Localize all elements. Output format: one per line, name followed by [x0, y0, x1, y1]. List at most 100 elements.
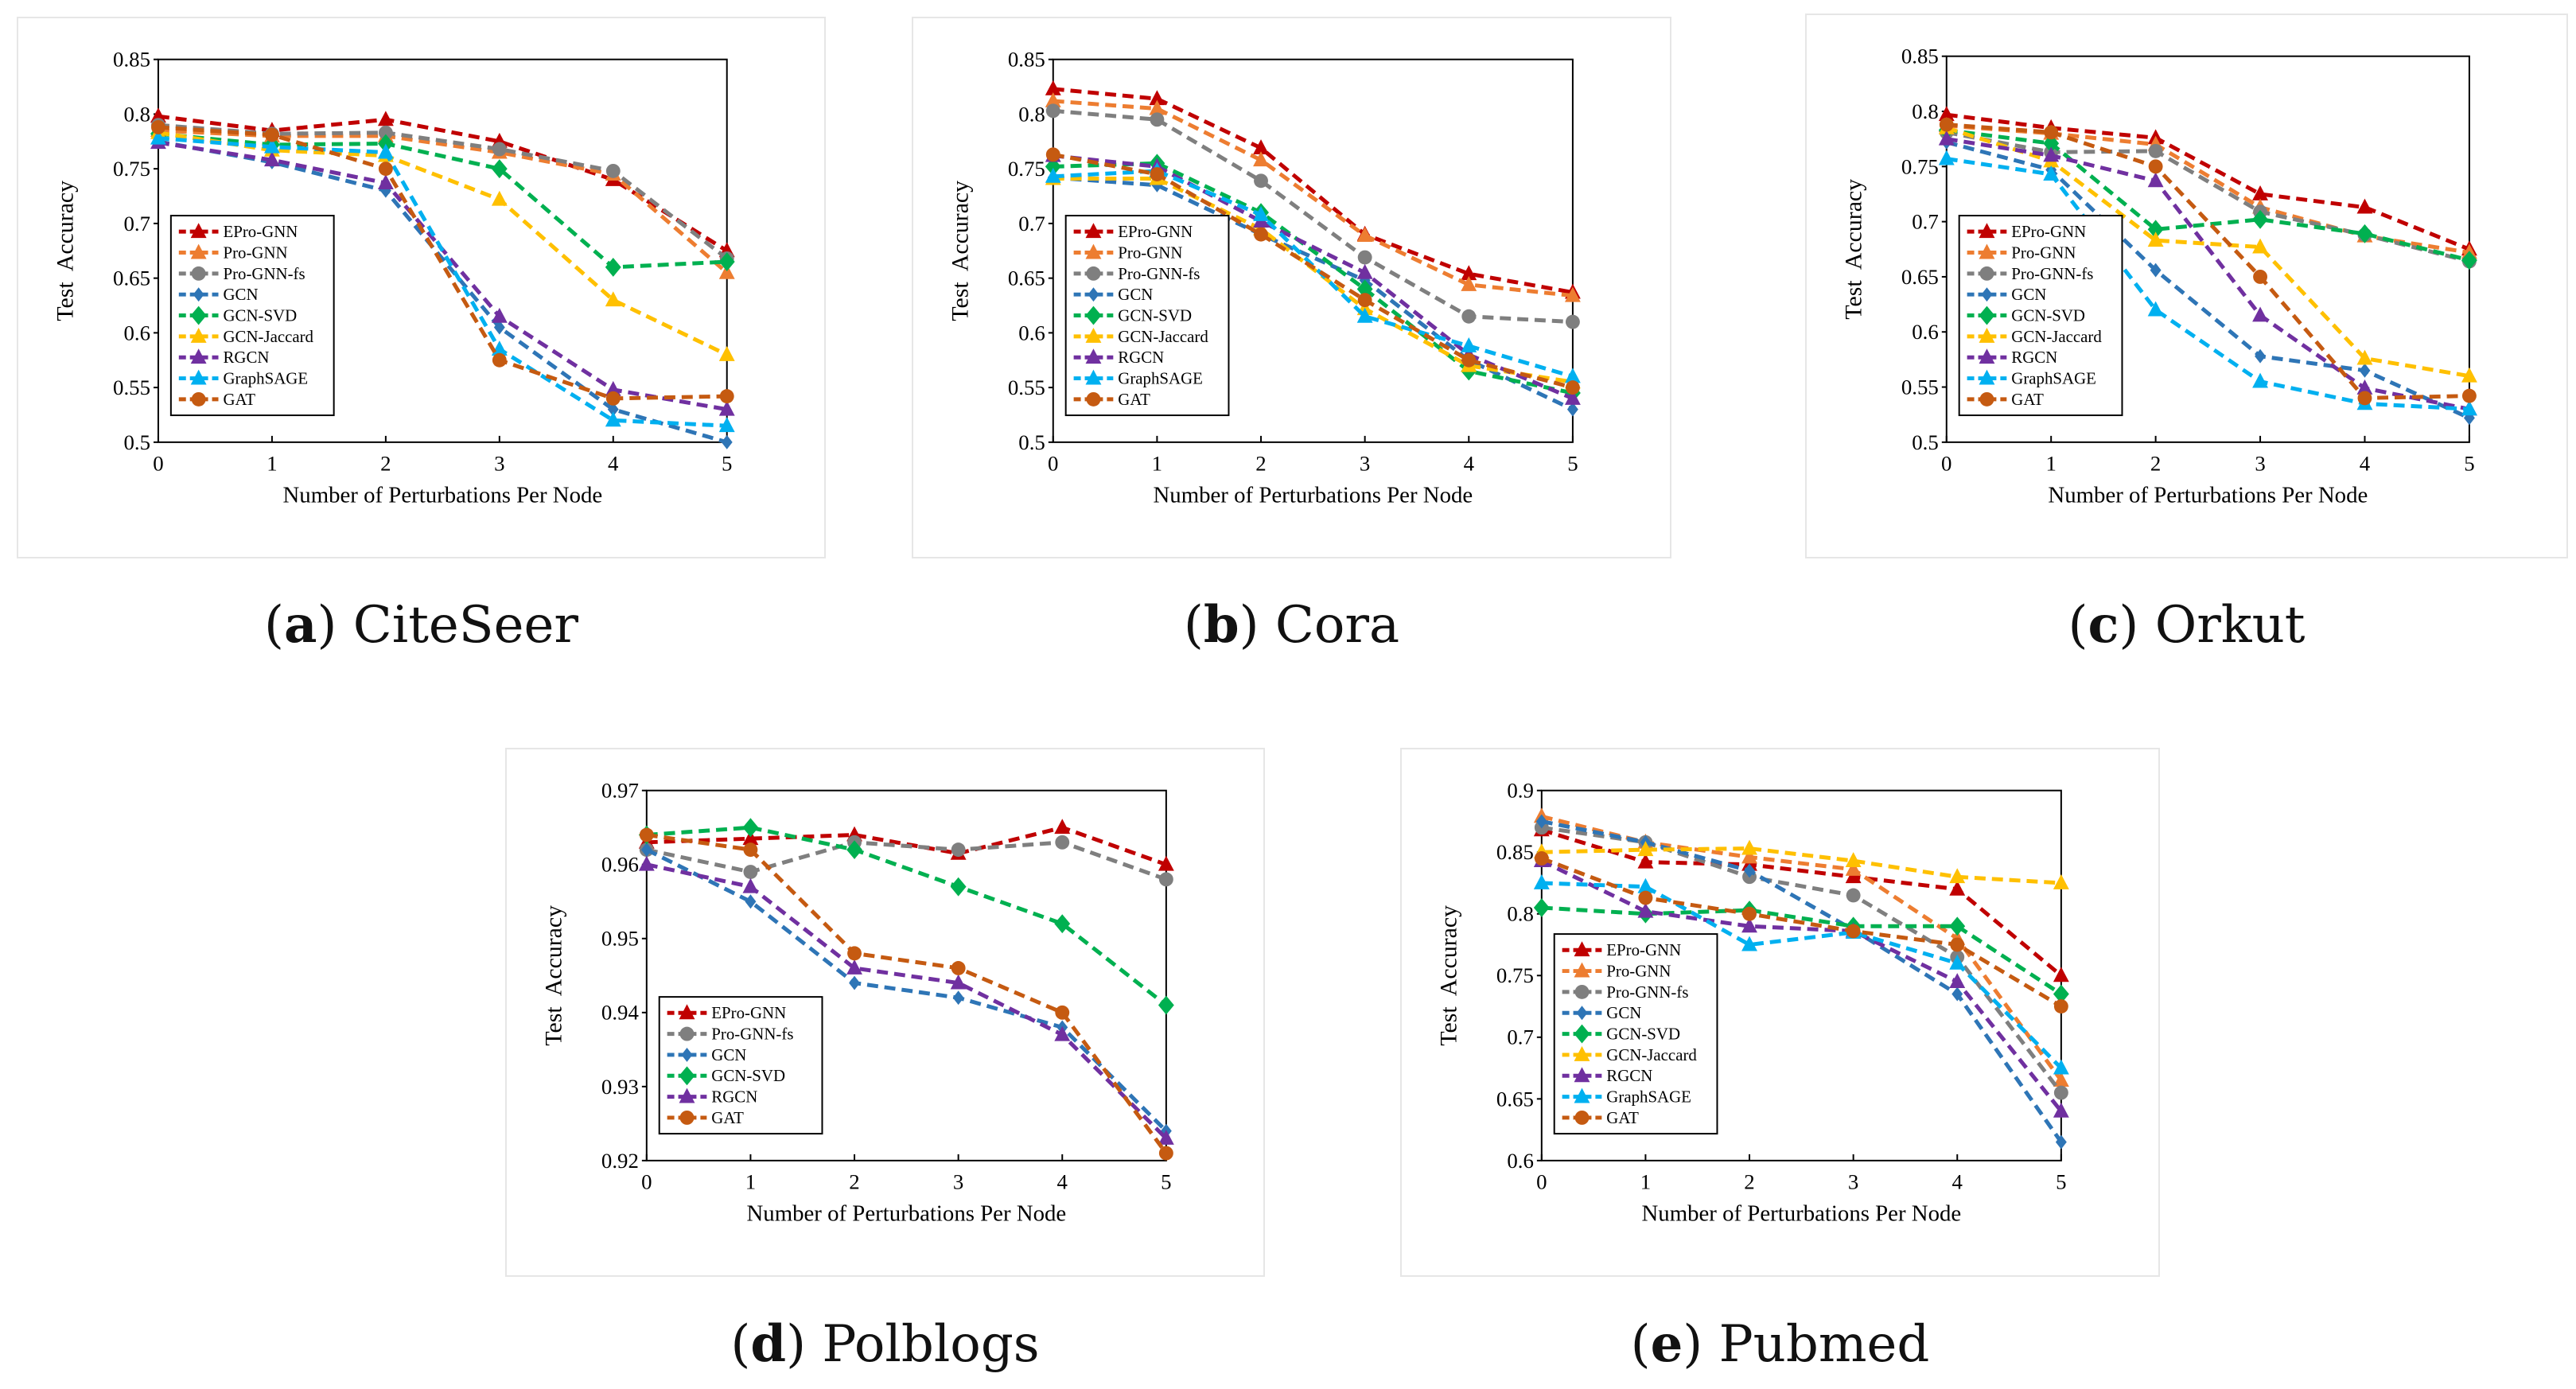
legend-item: EPro-GNN — [1562, 940, 1681, 959]
x-tick-label: 3 — [2255, 452, 2265, 476]
series-line — [1053, 108, 1574, 325]
data-point-marker — [1949, 880, 1966, 896]
legend-item: GCN — [1562, 1003, 1641, 1022]
series-gat — [1045, 147, 1580, 395]
legend-marker — [1086, 266, 1101, 281]
caption-label: e — [1631, 1314, 1703, 1374]
legend-item: RGCN — [1967, 348, 2057, 367]
data-point-marker — [1356, 307, 1373, 323]
y-axis-label: Test Accuracy — [947, 181, 973, 321]
data-point-marker — [1638, 890, 1653, 905]
series-line — [1541, 819, 2063, 1144]
data-point-marker — [605, 163, 621, 178]
y-tick-label: 0.75 — [1496, 963, 1534, 987]
caption-label: b — [1184, 595, 1259, 655]
legend-marker — [1088, 287, 1099, 302]
data-point-marker — [1533, 898, 1550, 917]
data-point-marker — [605, 380, 621, 396]
x-tick-label: 5 — [2464, 452, 2474, 476]
legend-item: GAT — [1562, 1108, 1639, 1127]
data-point-marker — [2461, 400, 2477, 416]
series-line — [1053, 169, 1574, 379]
data-point-marker — [846, 959, 862, 975]
legend-marker — [1979, 391, 1994, 407]
data-point-marker — [2053, 1059, 2069, 1075]
legend-marker — [190, 223, 207, 239]
data-point-marker — [151, 119, 165, 134]
data-point-marker — [718, 400, 735, 416]
y-tick-label: 0.75 — [113, 157, 150, 181]
x-tick-label: 2 — [849, 1170, 859, 1194]
data-point-marker — [2043, 146, 2060, 162]
legend-marker — [1085, 223, 1102, 239]
x-tick-label: 1 — [1152, 452, 1162, 476]
legend-label: GCN-Jaccard — [1606, 1045, 1697, 1064]
data-point-marker — [1845, 860, 1862, 876]
data-point-marker — [264, 127, 279, 142]
series-line — [645, 847, 1168, 1133]
data-point-marker — [2148, 159, 2163, 174]
data-point-marker — [1461, 275, 1477, 291]
y-tick-label: 0.8 — [1507, 902, 1534, 926]
data-point-marker — [1045, 103, 1060, 119]
y-tick-label: 0.5 — [1912, 430, 1939, 454]
legend-label: GAT — [711, 1108, 744, 1127]
data-point-marker — [605, 257, 621, 277]
y-tick-label: 0.7 — [1912, 210, 1939, 234]
series-line — [1053, 87, 1574, 294]
data-point-marker — [742, 877, 759, 893]
y-axis-label: Test Accuracy — [1840, 179, 1866, 320]
x-tick-label: 4 — [608, 452, 618, 476]
legend-label: Pro-GNN-fs — [223, 264, 305, 283]
data-point-marker — [2043, 165, 2060, 181]
data-point-marker — [1565, 314, 1580, 329]
legend-item: Pro-GNN-fs — [1562, 982, 1688, 1002]
x-tick-label: 0 — [153, 452, 163, 476]
legend-label: Pro-GNN-fs — [2011, 264, 2093, 283]
data-point-marker — [742, 818, 759, 838]
data-point-marker — [1254, 227, 1268, 242]
legend-item: GAT — [178, 390, 255, 409]
y-tick-label: 0.96 — [601, 853, 639, 877]
y-tick-label: 0.6 — [1018, 321, 1045, 344]
legend: EPro-GNNPro-GNNPro-GNN-fsGCNGCN-SVDGCN-J… — [1553, 933, 1718, 1135]
legend-label: Pro-GNN — [1606, 962, 1671, 981]
data-point-marker — [1533, 874, 1550, 889]
y-tick-label: 0.6 — [1507, 1149, 1534, 1173]
data-point-marker — [378, 125, 393, 140]
data-point-marker — [1054, 914, 1071, 934]
data-point-marker — [1742, 906, 1757, 921]
data-point-marker — [492, 352, 507, 368]
legend: EPro-GNNPro-GNNPro-GNN-fsGCNGCN-SVDGCN-J… — [169, 215, 335, 417]
x-tick-label: 1 — [2045, 452, 2056, 476]
data-point-marker — [491, 307, 508, 323]
series-line — [646, 825, 1167, 867]
y-tick-label: 0.55 — [1008, 375, 1045, 399]
data-point-marker — [1149, 99, 1165, 115]
legend-marker — [1574, 1067, 1590, 1083]
legend-marker — [1979, 243, 1995, 259]
data-point-marker — [491, 190, 508, 206]
series-line — [646, 862, 1168, 1140]
data-point-marker — [1158, 1130, 1174, 1145]
legend-item: GCN-Jaccard — [1073, 327, 1208, 346]
chart-cora: 0.5 0.55 0.6 0.65 0.7 0.75 0.8 0.85 0 1 2 3 4 5 Number… — [912, 17, 1671, 558]
series-gat — [1939, 117, 2477, 406]
legend-marker — [1086, 391, 1101, 407]
data-point-marker — [1054, 819, 1071, 835]
data-point-marker — [1637, 841, 1654, 857]
data-point-marker — [2356, 349, 2373, 365]
y-tick-label: 0.94 — [601, 1001, 639, 1025]
data-point-marker — [1564, 389, 1581, 405]
x-tick-label: 0 — [641, 1170, 652, 1194]
data-point-marker — [605, 291, 621, 307]
data-point-marker — [1356, 263, 1373, 279]
data-point-marker — [377, 111, 394, 126]
data-point-marker — [2055, 1134, 2067, 1150]
x-axis-label: Number of Perturbations Per Node — [1641, 1200, 1961, 1226]
data-point-marker — [2356, 198, 2373, 214]
series-line — [1946, 157, 2470, 411]
legend-label: GCN-SVD — [223, 306, 297, 325]
series-line — [158, 131, 727, 270]
series-line — [158, 125, 727, 401]
